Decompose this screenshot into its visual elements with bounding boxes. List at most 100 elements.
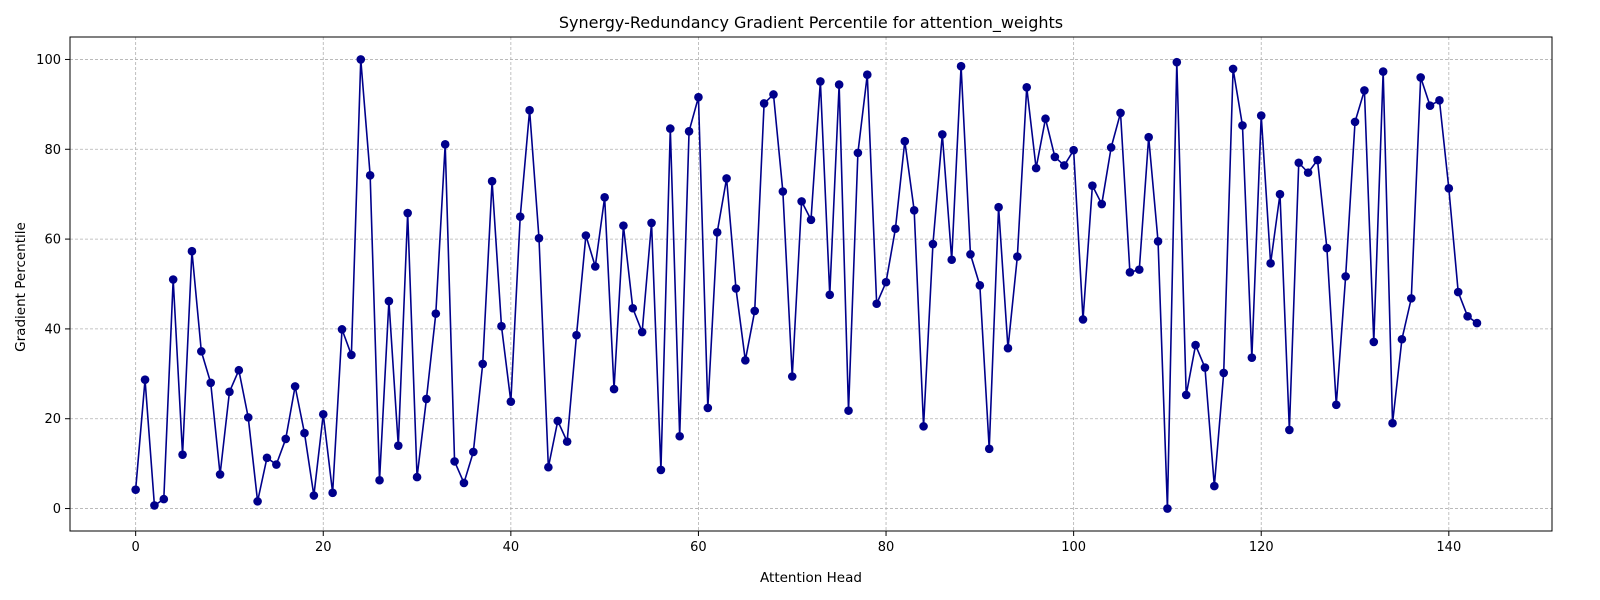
x-tick-label: 20 bbox=[315, 540, 332, 555]
data-point bbox=[1472, 318, 1482, 328]
data-point bbox=[262, 453, 272, 463]
data-point bbox=[806, 215, 816, 225]
data-point bbox=[525, 105, 534, 115]
data-point bbox=[1407, 294, 1416, 303]
data-point bbox=[187, 246, 197, 256]
data-point bbox=[393, 441, 403, 450]
data-point bbox=[1238, 121, 1247, 130]
data-point bbox=[140, 375, 150, 384]
data-point bbox=[281, 434, 291, 444]
series-layer bbox=[131, 55, 1482, 513]
data-point bbox=[469, 447, 478, 457]
data-point bbox=[534, 233, 544, 243]
data-point bbox=[234, 365, 244, 375]
data-point bbox=[403, 208, 412, 218]
data-point bbox=[956, 61, 966, 71]
data-point bbox=[544, 462, 553, 472]
data-point bbox=[506, 397, 516, 406]
data-point bbox=[384, 296, 394, 306]
data-point bbox=[1031, 163, 1041, 173]
data-point bbox=[666, 124, 675, 133]
data-point bbox=[337, 325, 347, 334]
data-point bbox=[206, 378, 215, 388]
y-tick-label: 40 bbox=[44, 322, 61, 337]
x-tick-label: 140 bbox=[1436, 540, 1461, 555]
data-point bbox=[478, 359, 488, 369]
data-point bbox=[1191, 340, 1200, 350]
data-point bbox=[318, 409, 328, 419]
data-point bbox=[347, 350, 356, 360]
data-point bbox=[647, 218, 656, 228]
data-point bbox=[1144, 132, 1153, 142]
data-point bbox=[1041, 114, 1050, 124]
data-point bbox=[450, 457, 459, 466]
data-point bbox=[1022, 83, 1032, 92]
data-point bbox=[816, 77, 825, 86]
data-point bbox=[1266, 259, 1275, 268]
y-tick-label: 60 bbox=[44, 233, 61, 248]
data-point bbox=[1322, 243, 1332, 253]
data-point bbox=[1294, 158, 1304, 168]
data-point bbox=[1350, 117, 1360, 127]
data-point bbox=[1116, 108, 1125, 118]
data-point bbox=[844, 406, 853, 415]
data-point bbox=[703, 403, 713, 413]
data-point bbox=[328, 488, 337, 498]
data-point bbox=[1256, 111, 1266, 120]
data-point bbox=[553, 416, 563, 426]
data-point bbox=[881, 277, 891, 287]
data-point bbox=[1388, 418, 1397, 428]
data-point bbox=[253, 497, 262, 506]
data-point bbox=[1172, 57, 1182, 67]
data-point bbox=[309, 491, 319, 500]
data-point bbox=[619, 221, 628, 230]
data-point bbox=[300, 428, 309, 438]
data-point bbox=[1153, 237, 1163, 246]
data-point bbox=[572, 330, 581, 340]
data-point bbox=[769, 90, 778, 99]
data-point bbox=[1125, 268, 1135, 277]
data-point bbox=[684, 127, 694, 136]
plot-frame bbox=[69, 36, 1553, 532]
data-point bbox=[1200, 363, 1210, 372]
data-point bbox=[168, 275, 178, 284]
data-point bbox=[131, 485, 140, 494]
data-point bbox=[656, 465, 666, 475]
data-point bbox=[1397, 334, 1407, 344]
y-axis-label: Gradient Percentile bbox=[13, 222, 29, 352]
data-point bbox=[1097, 199, 1107, 209]
data-point bbox=[1210, 481, 1219, 491]
x-tick-label: 60 bbox=[690, 540, 707, 555]
data-point bbox=[853, 148, 863, 158]
data-point bbox=[150, 501, 159, 510]
x-tick-label: 80 bbox=[878, 540, 895, 555]
data-point bbox=[1331, 400, 1341, 410]
data-point bbox=[994, 202, 1003, 212]
data-point bbox=[938, 130, 947, 139]
data-point bbox=[1444, 184, 1454, 193]
data-point bbox=[694, 92, 703, 102]
data-point bbox=[928, 239, 938, 249]
data-point bbox=[919, 422, 928, 431]
data-point bbox=[1134, 265, 1144, 274]
data-point bbox=[1219, 368, 1229, 378]
data-point bbox=[872, 299, 881, 309]
data-point bbox=[459, 478, 469, 488]
data-point bbox=[272, 460, 281, 469]
data-point bbox=[1069, 145, 1078, 155]
data-point bbox=[497, 321, 506, 331]
data-point bbox=[178, 450, 187, 459]
data-point bbox=[1247, 353, 1257, 362]
data-point bbox=[1088, 181, 1097, 190]
y-tick-label: 100 bbox=[36, 53, 61, 68]
y-tick-label: 20 bbox=[44, 412, 61, 427]
data-point bbox=[431, 309, 441, 318]
data-point bbox=[1106, 143, 1116, 152]
chart-title: Synergy-Redundancy Gradient Percentile f… bbox=[559, 13, 1063, 33]
x-tick-label: 0 bbox=[132, 540, 140, 555]
data-point bbox=[1360, 86, 1369, 95]
data-point bbox=[759, 99, 769, 108]
data-point bbox=[891, 224, 900, 234]
data-point bbox=[834, 80, 844, 89]
